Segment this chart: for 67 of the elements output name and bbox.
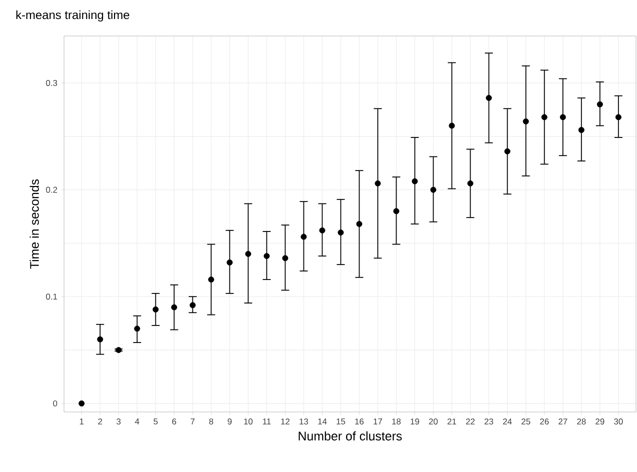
- x-tick-label: 26: [540, 418, 549, 424]
- x-tick-label: 13: [300, 418, 308, 424]
- x-tick-label: 18: [392, 418, 401, 424]
- x-tick-label: 20: [429, 418, 438, 424]
- chart-title: k-means training time: [16, 10, 130, 22]
- point: [245, 250, 252, 257]
- point: [338, 230, 344, 236]
- point: [467, 180, 474, 186]
- x-tick-label: 19: [410, 418, 420, 424]
- point: [152, 306, 159, 312]
- x-tick-label: 30: [614, 418, 623, 424]
- x-tick-label: 15: [336, 418, 346, 424]
- point: [412, 178, 418, 184]
- point: [319, 227, 326, 234]
- x-axis-title: Number of clusters: [298, 431, 402, 440]
- point: [615, 114, 622, 120]
- x-tick-label: 29: [596, 418, 604, 424]
- point: [486, 94, 492, 101]
- point: [190, 302, 196, 308]
- x-tick-label: 17: [374, 418, 382, 424]
- point: [504, 148, 510, 154]
- point: [430, 186, 436, 193]
- x-tick-label: 6: [172, 418, 176, 424]
- point: [78, 400, 85, 406]
- point: [116, 347, 122, 354]
- x-tick-label: 23: [484, 418, 494, 424]
- x-tick-label: 3: [116, 418, 121, 424]
- x-tick-label: 4: [134, 418, 140, 424]
- point: [226, 259, 233, 266]
- y-tick-label: 0.2: [46, 186, 58, 193]
- point: [374, 180, 381, 186]
- x-tick-label: 27: [558, 418, 568, 424]
- point: [448, 122, 455, 129]
- x-tick-label: 5: [154, 418, 158, 424]
- x-tick-label: 10: [244, 418, 253, 424]
- point: [300, 234, 307, 240]
- x-tick-label: 12: [281, 418, 290, 424]
- y-tick-label: 0.1: [46, 294, 58, 300]
- x-tick-label: 11: [262, 418, 271, 424]
- y-axis-title: Time in seconds: [30, 179, 39, 269]
- point: [282, 255, 288, 262]
- point: [208, 276, 214, 283]
- point: [578, 126, 584, 133]
- x-tick-label: 16: [355, 418, 364, 424]
- point: [541, 114, 548, 120]
- x-tick-label: 9: [228, 418, 232, 424]
- x-tick-label: 24: [503, 418, 512, 424]
- point: [356, 220, 362, 227]
- x-tick-label: 1: [80, 418, 84, 424]
- x-tick-label: 7: [190, 418, 195, 424]
- x-tick-label: 28: [577, 418, 586, 424]
- point: [171, 304, 178, 310]
- point: [522, 118, 529, 124]
- point: [560, 114, 566, 120]
- x-tick-label: 22: [466, 418, 475, 424]
- point: [393, 208, 400, 214]
- x-tick-label: 8: [209, 418, 214, 424]
- point: [134, 326, 140, 332]
- x-tick-label: 25: [522, 418, 530, 424]
- point: [596, 101, 603, 108]
- y-tick-label: 0: [53, 400, 58, 406]
- x-tick-label: 14: [318, 418, 327, 424]
- point: [264, 253, 270, 260]
- y-tick-label: 0.3: [46, 80, 58, 86]
- x-tick-label: 21: [448, 418, 456, 424]
- x-tick-label: 2: [98, 418, 102, 424]
- point: [97, 336, 104, 342]
